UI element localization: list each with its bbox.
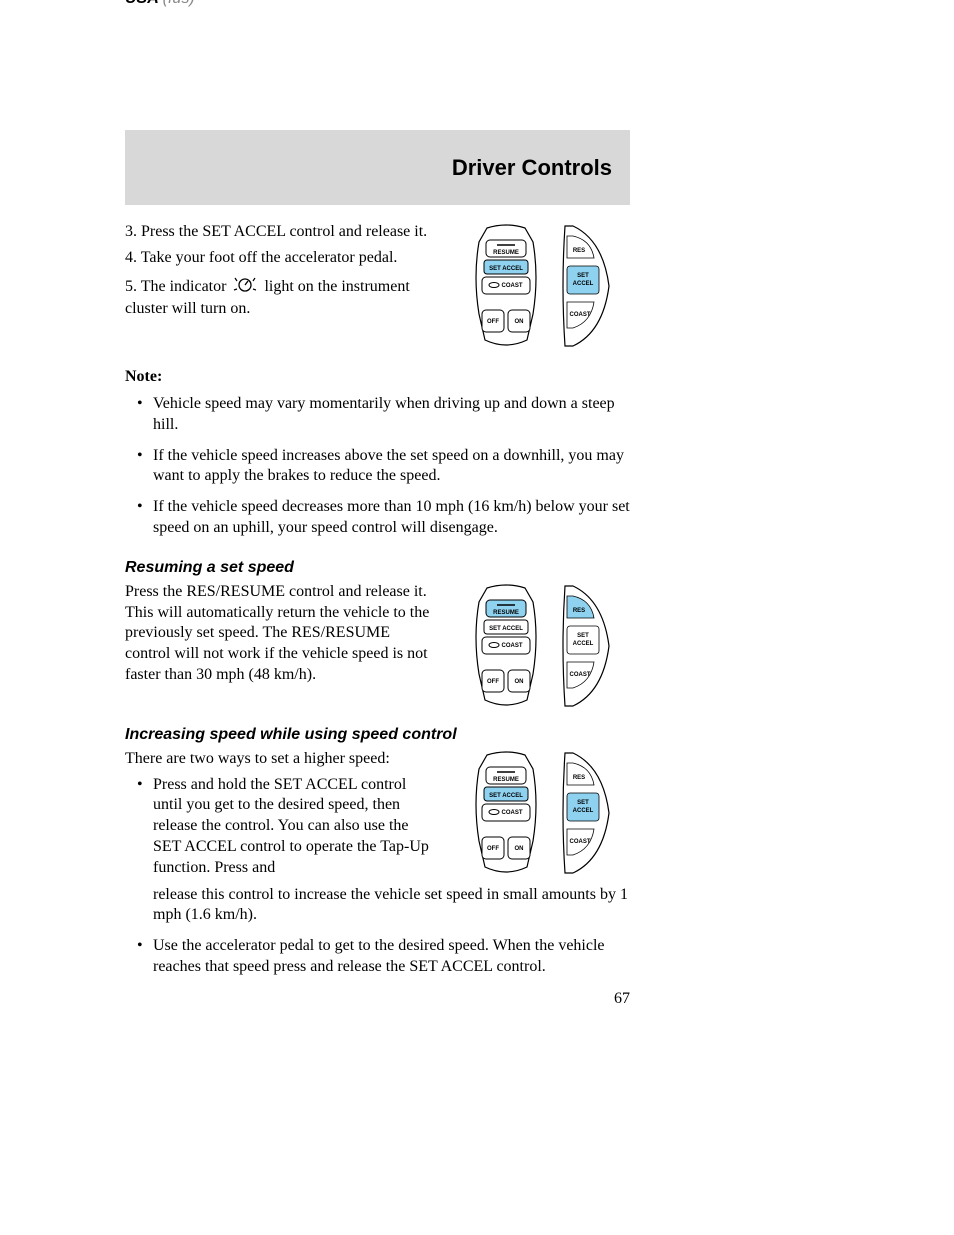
resume-text: Press the RES/RESUME control and release… [125,582,430,710]
note-section: Note: Vehicle speed may vary momentarily… [125,368,630,539]
svg-text:COAST: COAST [570,672,591,678]
cruise-indicator-icon [232,275,258,299]
svg-text:SET: SET [577,633,589,639]
cruise-control-diagram-1: RESUME SET ACCEL COAST OFF ON RES [450,222,630,350]
resume-heading: Resuming a set speed [125,559,630,577]
footer: 2007 F-250/350/450/550 (f23) Owners Guid… [125,0,347,10]
page-content: 3. Press the SET ACCEL control and relea… [125,222,630,1008]
note-item: If the vehicle speed decreases more than… [139,497,630,539]
svg-text:SET ACCEL: SET ACCEL [489,266,523,272]
svg-text:COAST: COAST [502,810,523,816]
svg-text:RES: RES [573,608,585,614]
svg-text:COAST: COAST [570,312,591,318]
svg-text:COAST: COAST [502,643,523,649]
svg-text:OFF: OFF [487,319,499,325]
svg-text:SET: SET [577,273,589,279]
svg-text:RESUME: RESUME [493,610,519,616]
increase-text: There are two ways to set a higher speed… [125,749,430,889]
section-title: Driver Controls [452,155,612,181]
svg-text:OFF: OFF [487,846,499,852]
note-list: Vehicle speed may vary momentarily when … [125,394,630,539]
svg-text:COAST: COAST [570,839,591,845]
svg-text:ON: ON [515,846,524,852]
section-header: Driver Controls [125,130,630,205]
resume-section: Press the RES/RESUME control and release… [125,582,630,710]
svg-text:ACCEL: ACCEL [573,641,594,647]
steps-block: 3. Press the SET ACCEL control and relea… [125,222,630,350]
svg-text:RESUME: RESUME [493,777,519,783]
control-pod-left: RESUME SET ACCEL COAST OFF ON [467,222,545,350]
control-pod-left: RESUME SET ACCEL COAST OFF ON [467,749,545,877]
svg-text:SET ACCEL: SET ACCEL [489,793,523,799]
control-pod-right: RES SET ACCEL COAST [559,582,613,710]
svg-text:SET: SET [577,800,589,806]
svg-text:OFF: OFF [487,679,499,685]
note-item: If the vehicle speed increases above the… [139,446,630,488]
svg-text:RES: RES [573,775,585,781]
steps-text: 3. Press the SET ACCEL control and relea… [125,222,430,350]
page-number: 67 [125,990,630,1008]
increase-heading: Increasing speed while using speed contr… [125,726,630,744]
svg-text:RES: RES [573,248,585,254]
increase-item-2: Use the accelerator pedal to get to the … [139,936,630,978]
step-3: 3. Press the SET ACCEL control and relea… [125,222,430,242]
svg-text:ACCEL: ACCEL [573,808,594,814]
note-item: Vehicle speed may vary momentarily when … [139,394,630,436]
cruise-control-diagram-2: RESUME SET ACCEL COAST OFF ON RES [450,582,630,710]
control-pod-right: RES SET ACCEL COAST [559,222,613,350]
control-pod-left: RESUME SET ACCEL COAST OFF ON [467,582,545,710]
increase-item-1-partial: Press and hold the SET ACCEL control unt… [139,775,430,879]
increase-section: There are two ways to set a higher speed… [125,749,630,889]
svg-text:COAST: COAST [502,283,523,289]
step-5: 5. The indicator light on the instrument… [125,275,430,320]
increase-list-top: Press and hold the SET ACCEL control unt… [125,775,430,879]
svg-text:ON: ON [515,319,524,325]
increase-item-1-cont: release this control to increase the veh… [125,885,630,927]
step-4: 4. Take your foot off the accelerator pe… [125,248,430,268]
svg-text:ON: ON [515,679,524,685]
svg-text:RESUME: RESUME [493,250,519,256]
note-label: Note: [125,368,630,386]
control-pod-right: RES SET ACCEL COAST [559,749,613,877]
svg-text:ACCEL: ACCEL [573,281,594,287]
cruise-control-diagram-3: RESUME SET ACCEL COAST OFF ON RES [450,749,630,889]
svg-text:SET ACCEL: SET ACCEL [489,626,523,632]
increase-list-bottom: Use the accelerator pedal to get to the … [125,936,630,978]
